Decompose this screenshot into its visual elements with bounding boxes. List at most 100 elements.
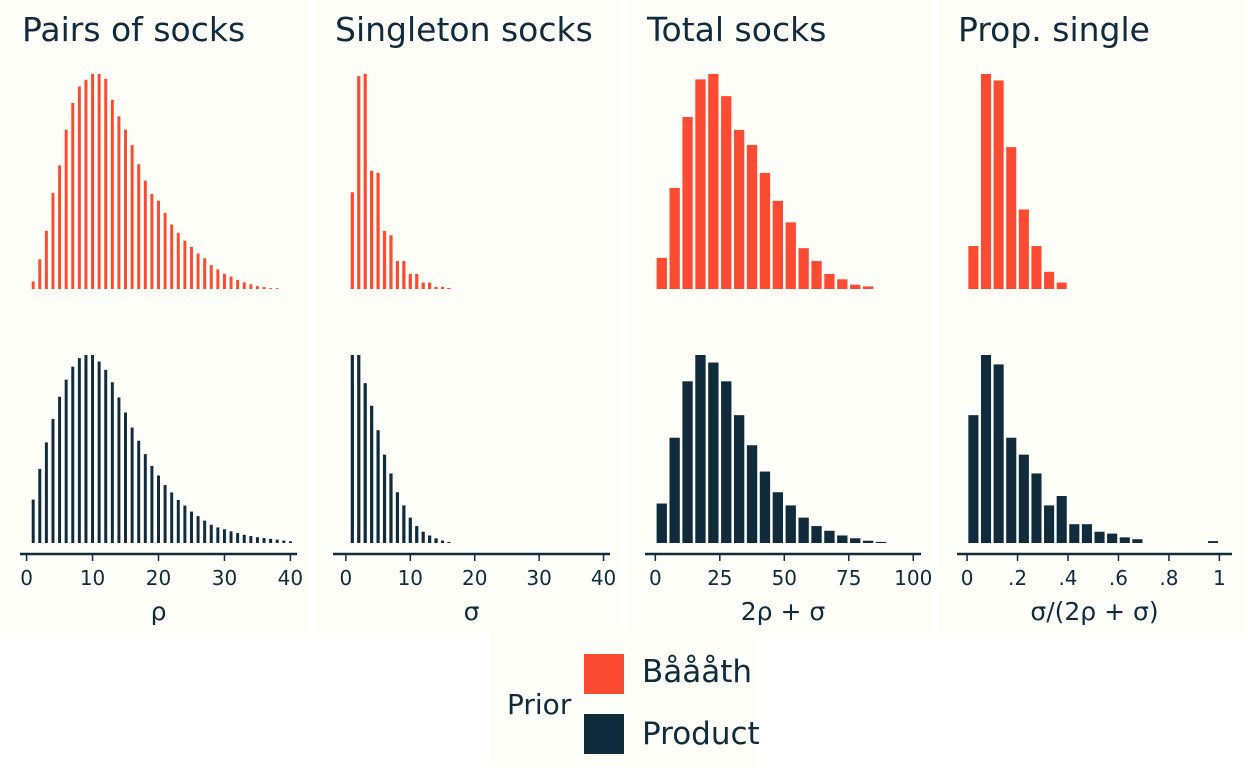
bar-product-panel-1 [389,473,393,543]
bar-product-panel-0 [236,533,240,543]
bar-baath-panel-0 [249,284,253,289]
bar-baath-panel-0 [77,86,81,289]
bar-baath-panel-1 [421,282,425,289]
panel-2-x-tick-label: 25 [707,566,732,590]
bar-product-panel-0 [288,541,292,543]
bar-baath-panel-1 [357,76,361,290]
bar-product-panel-0 [189,511,193,543]
bar-product-panel-1 [402,505,406,543]
bar-baath-panel-2 [733,129,745,289]
bar-product-panel-2 [656,503,667,543]
legend-swatch-baath [584,654,624,694]
bar-product-panel-3 [968,415,979,543]
bar-product-panel-2 [669,437,680,543]
bar-product-panel-1 [376,430,380,543]
bar-product-panel-0 [176,499,180,543]
bar-product-panel-0 [262,538,266,543]
bar-product-panel-3 [1044,505,1055,543]
panel-3-x-tick-label: 1 [1213,566,1226,590]
bar-product-panel-2 [695,355,706,543]
bar-product-panel-3 [1069,524,1080,543]
bar-product-panel-1 [440,540,445,543]
bar-product-panel-0 [183,505,187,543]
bar-baath-panel-0 [216,269,220,289]
bar-product-panel-3 [993,364,1004,543]
panel-0-x-tick-label: 40 [278,566,303,590]
panel-0-x-tick-label: 30 [212,566,237,590]
bar-baath-panel-0 [44,230,48,290]
bar-product-panel-2 [746,445,758,543]
bar-product-panel-2 [759,471,771,543]
bar-baath-panel-2 [721,96,732,289]
bar-product-panel-2 [708,362,719,543]
bar-baath-panel-0 [163,212,167,289]
bar-baath-panel-0 [275,288,279,289]
bar-baath-panel-1 [434,286,438,289]
bar-baath-panel-0 [84,79,88,289]
bar-baath-panel-0 [64,129,68,289]
bar-baath-panel-0 [269,288,273,289]
bar-baath-panel-0 [196,253,200,290]
bar-baath-panel-1 [447,287,451,289]
bar-product-panel-3 [1056,496,1067,543]
bar-baath-panel-3 [1018,209,1029,289]
bar-baath-panel-0 [124,129,128,289]
bar-product-panel-2 [721,381,732,543]
bar-baath-panel-0 [31,281,35,290]
panel-1-x-tick-label: 40 [591,566,616,590]
bar-baath-panel-2 [811,261,822,289]
panel-1-title: Singleton socks [335,10,593,49]
bar-product-panel-0 [130,427,134,543]
bar-product-panel-0 [77,358,81,543]
bar-product-panel-0 [58,396,62,543]
bar-product-panel-1 [408,517,412,543]
bar-baath-panel-0 [222,273,226,289]
bar-baath-panel-1 [382,230,387,289]
bar-product-panel-3 [1094,531,1105,543]
bar-product-panel-0 [124,412,128,543]
bar-product-panel-1 [370,405,374,543]
bar-baath-panel-0 [71,103,75,289]
bar-product-panel-1 [395,492,400,543]
bar-product-panel-0 [110,382,114,543]
panel-3-x-tick-label: .2 [1008,566,1027,590]
bar-baath-panel-1 [415,273,419,289]
bar-product-panel-2 [862,540,874,543]
bar-baath-panel-0 [137,164,141,289]
bar-product-panel-0 [91,355,95,543]
panel-0-x-tick-label: 10 [80,566,105,590]
bar-baath-panel-1 [402,261,406,289]
panel-1-x-axis-label: σ [464,597,480,626]
bar-baath-panel-0 [176,232,180,289]
bar-product-panel-0 [242,534,246,543]
bar-product-panel-0 [249,536,253,543]
bar-product-panel-0 [282,540,286,543]
bar-product-panel-0 [269,538,273,543]
bar-product-panel-1 [357,355,361,543]
bar-product-panel-3 [1208,541,1219,543]
bar-baath-panel-0 [189,246,193,289]
bar-baath-panel-0 [150,193,154,289]
panel-1-background [315,0,621,634]
panel-3-x-tick-label: .4 [1058,566,1077,590]
bar-baath-panel-3 [980,74,992,289]
bar-product-panel-0 [275,539,279,543]
bar-baath-panel-0 [110,99,114,289]
panel-3-x-tick-label: .6 [1109,566,1128,590]
panel-0-x-axis-label: ρ [151,597,167,626]
bar-baath-panel-0 [255,286,259,289]
legend: Prior Båååth Product [490,634,760,766]
bar-product-panel-1 [382,454,387,543]
bar-product-panel-0 [255,537,259,543]
bar-product-panel-0 [97,361,101,543]
bar-baath-panel-3 [968,246,979,289]
panel-0-title: Pairs of socks [22,10,245,49]
bar-baath-panel-2 [695,79,706,290]
panel-2-x-tick-label: 100 [894,566,932,590]
bar-product-panel-2 [850,538,861,543]
bar-baath-panel-1 [440,286,445,289]
bar-product-panel-0 [117,397,121,543]
bar-product-panel-3 [1018,454,1029,543]
